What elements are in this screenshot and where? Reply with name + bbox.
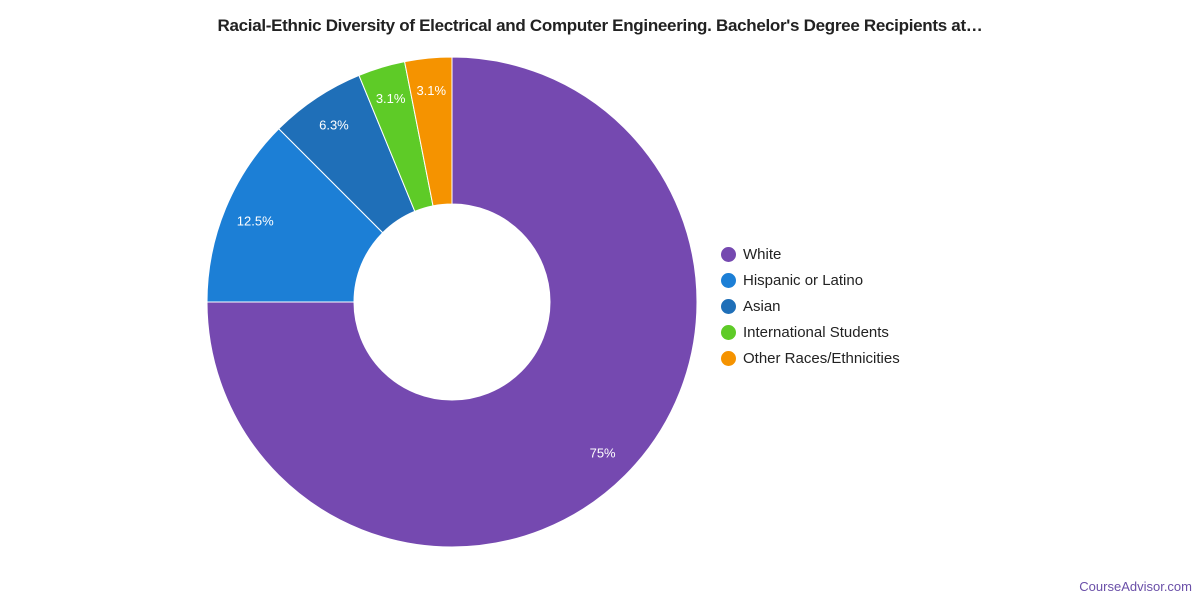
legend-dot-icon [721,246,736,262]
slice-label: 12.5% [237,213,274,228]
legend-label: Hispanic or Latino [743,271,864,289]
slice-hispanic-or-latino [206,128,384,303]
legend-dot-icon [721,324,736,340]
legend-label: White [743,245,782,263]
legend-label: Asian [743,297,781,315]
slice-label: 3.1% [416,83,446,98]
legend-item[interactable]: International Students [721,319,900,345]
courseadvisor-link[interactable]: CourseAdvisor.com [1079,579,1192,594]
slice-white [206,56,698,548]
legend-label: International Students [743,323,889,341]
legend-dot-icon [721,272,736,288]
legend-dot-icon [721,298,736,314]
legend-label: Other Races/Ethnicities [743,349,900,367]
legend-item[interactable]: Hispanic or Latino [721,267,900,293]
legend: White Hispanic or Latino Asian Internationa… [721,241,900,371]
slice-label: 75% [590,446,616,461]
legend-item[interactable]: White [721,241,900,267]
legend-dot-icon [721,350,736,366]
slice-label: 3.1% [376,91,406,106]
slice-other-races-ethnicities [403,56,453,207]
legend-item[interactable]: Other Races/Ethnicities [721,345,900,371]
chart-title: Racial-Ethnic Diversity of Electrical an… [217,16,983,35]
slice-label: 6.3% [319,118,349,133]
legend-item[interactable]: Asian [721,293,900,319]
